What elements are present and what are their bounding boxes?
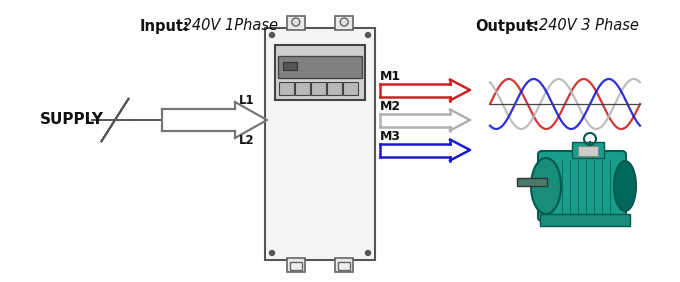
Circle shape [366, 32, 371, 38]
Circle shape [340, 18, 348, 26]
Text: M3: M3 [380, 129, 401, 142]
Bar [265, 28, 375, 260]
Text: Input:: Input: [140, 19, 190, 34]
Bar [335, 16, 353, 30]
Bar [517, 178, 547, 186]
Text: 240V 1Phase: 240V 1Phase [178, 19, 278, 34]
Bar [338, 262, 350, 270]
Circle shape [292, 18, 300, 26]
Circle shape [269, 32, 275, 38]
Bar [343, 82, 358, 95]
Text: Output:: Output: [475, 19, 539, 34]
Ellipse shape [614, 161, 636, 211]
Bar [279, 82, 294, 95]
Circle shape [366, 250, 371, 255]
Bar [335, 258, 353, 272]
Circle shape [269, 250, 275, 255]
Text: M1: M1 [380, 69, 401, 83]
Bar [572, 142, 604, 158]
Text: <240V 3 Phase: <240V 3 Phase [522, 19, 639, 34]
Bar [578, 146, 598, 156]
Bar [287, 258, 305, 272]
Bar [283, 62, 297, 70]
Bar [278, 56, 362, 78]
Bar [540, 214, 630, 226]
Bar [311, 82, 326, 95]
FancyBboxPatch shape [538, 151, 626, 221]
Bar [295, 82, 310, 95]
Bar [287, 16, 305, 30]
Bar [290, 262, 302, 270]
Text: M2: M2 [380, 100, 401, 113]
Bar [275, 45, 365, 100]
Ellipse shape [531, 158, 561, 214]
Text: SUPPLY: SUPPLY [40, 113, 104, 127]
Text: L1: L1 [239, 94, 254, 107]
Bar [327, 82, 342, 95]
Text: L2: L2 [239, 133, 254, 147]
